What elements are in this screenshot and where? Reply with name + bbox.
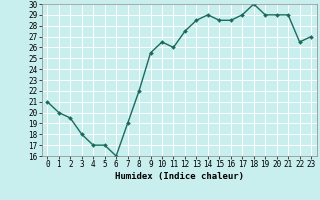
X-axis label: Humidex (Indice chaleur): Humidex (Indice chaleur) bbox=[115, 172, 244, 181]
